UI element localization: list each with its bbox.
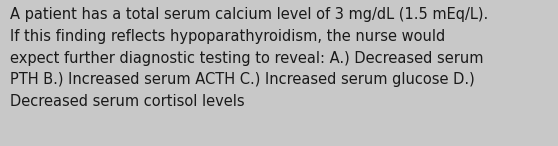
Text: A patient has a total serum calcium level of 3 mg/dL (1.5 mEq/L).
If this findin: A patient has a total serum calcium leve… [10,7,488,109]
